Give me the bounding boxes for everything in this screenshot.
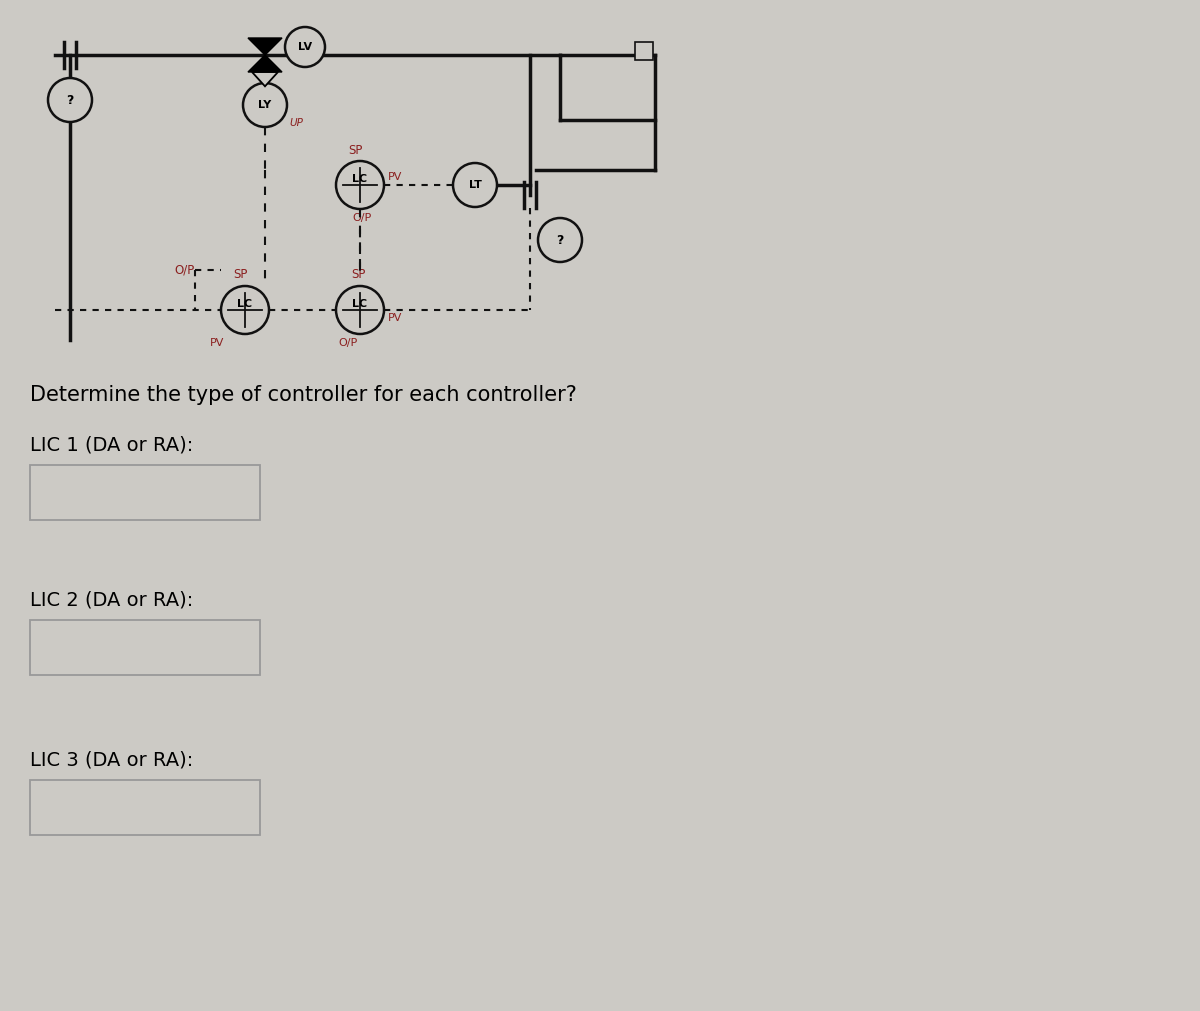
Text: LC: LC [238, 299, 252, 309]
Text: LY: LY [258, 100, 271, 110]
Text: SP: SP [233, 269, 247, 281]
Circle shape [454, 163, 497, 207]
Text: LC: LC [353, 299, 367, 309]
Text: UP: UP [289, 118, 302, 128]
Circle shape [336, 161, 384, 209]
Text: LIC 1 (DA or RA):: LIC 1 (DA or RA): [30, 436, 193, 455]
Text: PV: PV [388, 172, 402, 182]
Circle shape [221, 286, 269, 334]
Text: LIC 2 (DA or RA):: LIC 2 (DA or RA): [30, 590, 193, 610]
Circle shape [538, 218, 582, 262]
Text: O/P: O/P [353, 213, 372, 223]
Text: LT: LT [468, 180, 481, 190]
Text: PV: PV [210, 338, 224, 348]
Polygon shape [248, 38, 282, 55]
Text: SP: SP [348, 144, 362, 157]
Circle shape [48, 78, 92, 122]
Bar [30, 465, 260, 520]
Circle shape [286, 27, 325, 67]
Polygon shape [248, 55, 282, 72]
Bar [30, 780, 260, 835]
Bar [30, 620, 260, 675]
Text: LC: LC [353, 174, 367, 184]
Text: ?: ? [557, 234, 564, 247]
Circle shape [336, 286, 384, 334]
Circle shape [242, 83, 287, 127]
Text: O/P: O/P [338, 338, 358, 348]
Text: Determine the type of controller for each controller?: Determine the type of controller for eac… [30, 385, 577, 405]
Bar [635, 42, 653, 60]
Text: O/P: O/P [175, 264, 194, 276]
Polygon shape [252, 72, 278, 86]
Text: SP: SP [350, 269, 365, 281]
Text: PV: PV [388, 313, 402, 323]
Text: ?: ? [66, 93, 73, 106]
Text: LV: LV [298, 42, 312, 52]
Text: LIC 3 (DA or RA):: LIC 3 (DA or RA): [30, 750, 193, 769]
